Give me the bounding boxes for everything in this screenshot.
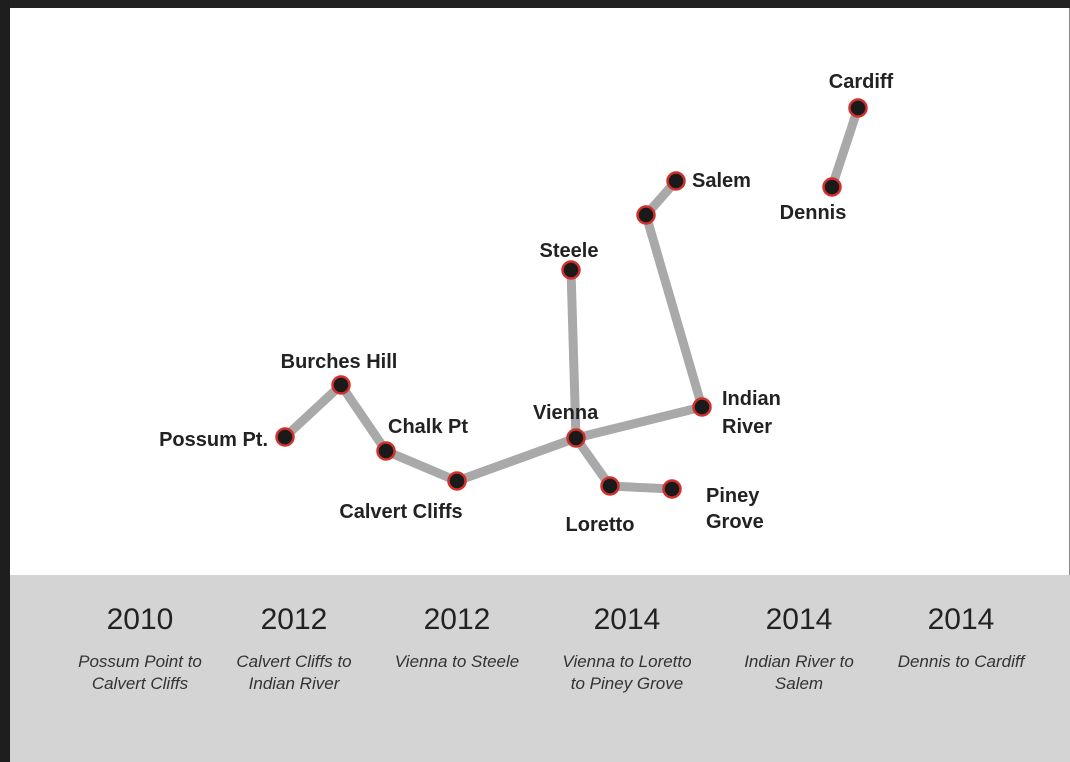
node-dennis xyxy=(822,177,842,197)
line-vienna-indian xyxy=(571,402,707,443)
label-burches: Burches Hill xyxy=(281,351,398,373)
milestone-description: Vienna to Loretto to Piney Grove xyxy=(562,652,692,693)
milestone-year: 2014 xyxy=(765,603,833,636)
milestone-year: 2014 xyxy=(927,603,995,636)
line-indian-salem-lower xyxy=(641,210,707,412)
label-cardiff: Cardiff xyxy=(829,71,894,93)
left-border xyxy=(0,0,10,762)
label-vienna: Vienna xyxy=(533,402,599,424)
node-burches xyxy=(331,375,351,395)
node-indian xyxy=(692,397,712,417)
milestone-description: Indian River to Salem xyxy=(744,652,854,693)
label-chalk: Chalk Pt xyxy=(388,416,468,438)
label-indian-line1: Indian xyxy=(722,388,781,410)
label-piney-line1: Piney xyxy=(706,485,760,507)
node-chalk xyxy=(376,441,396,461)
milestone-description: Possum Point to Calvert Cliffs xyxy=(78,652,202,693)
milestone-year: 2014 xyxy=(593,603,661,636)
station-nodes xyxy=(275,98,868,499)
node-vienna xyxy=(566,428,586,448)
milestone: 2014 Indian River to Salem xyxy=(714,603,884,695)
node-salem-lower xyxy=(636,205,656,225)
line-chalk-calvert xyxy=(381,446,462,486)
node-loretto xyxy=(600,476,620,496)
milestone-year: 2010 xyxy=(106,603,174,636)
line-loretto-piney xyxy=(605,481,677,494)
milestone-year: 2012 xyxy=(423,603,491,636)
node-steele xyxy=(561,260,581,280)
milestone-description: Calvert Cliffs to Indian River xyxy=(236,652,352,693)
node-cardiff xyxy=(848,98,868,118)
top-border xyxy=(0,0,1070,8)
line-possum-burches xyxy=(280,380,346,442)
milestone-description: Dennis to Cardiff xyxy=(897,652,1025,671)
label-possum: Possum Pt. xyxy=(159,429,268,451)
label-piney-line2: Grove xyxy=(706,511,764,533)
milestone-year: 2012 xyxy=(260,603,328,636)
label-dennis: Dennis xyxy=(780,202,847,224)
node-calvert xyxy=(447,471,467,491)
label-salem: Salem xyxy=(692,170,751,192)
milestone: 2012 Vienna to Steele xyxy=(372,603,542,673)
timeline-band: 2010 Possum Point to Calvert Cliffs 2012… xyxy=(10,575,1070,762)
line-calvert-vienna xyxy=(452,433,581,486)
station-labels: Possum Pt. Burches Hill Chalk Pt Calvert… xyxy=(159,71,893,536)
milestone: 2014 Vienna to Loretto to Piney Grove xyxy=(542,603,712,695)
label-steele: Steele xyxy=(540,240,599,262)
label-calvert: Calvert Cliffs xyxy=(339,501,462,523)
node-possum xyxy=(275,427,295,447)
milestone-description: Vienna to Steele xyxy=(394,652,520,671)
line-vienna-steele xyxy=(566,265,581,443)
line-burches-chalk xyxy=(336,380,391,456)
label-indian-line2: River xyxy=(722,416,772,438)
milestone: 2010 Possum Point to Calvert Cliffs xyxy=(55,603,225,695)
milestone: 2012 Calvert Cliffs to Indian River xyxy=(209,603,379,695)
node-salem xyxy=(666,171,686,191)
line-vienna-loretto xyxy=(571,433,615,491)
node-piney xyxy=(662,479,682,499)
line-dennis-cardiff xyxy=(827,103,863,192)
milestone: 2014 Dennis to Cardiff xyxy=(876,603,1046,673)
label-loretto: Loretto xyxy=(566,514,635,536)
network-diagram: Possum Pt. Burches Hill Chalk Pt Calvert… xyxy=(159,71,893,536)
